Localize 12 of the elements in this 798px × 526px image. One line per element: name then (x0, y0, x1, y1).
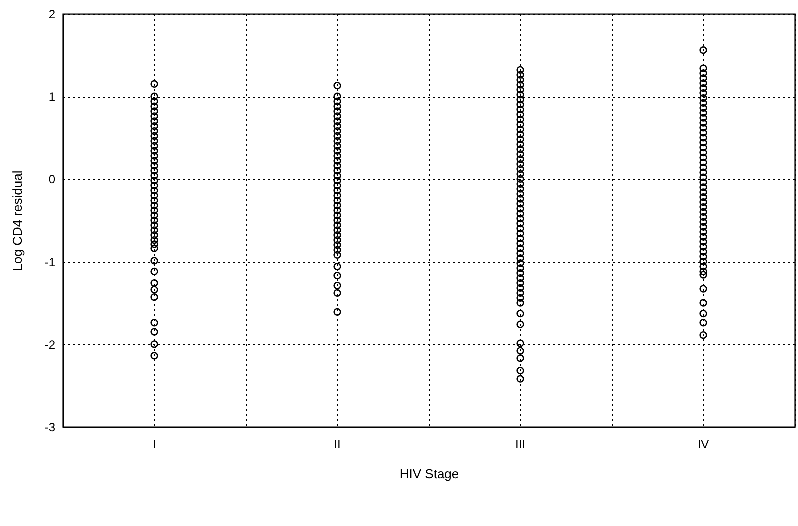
x-tick-label: I (152, 438, 156, 452)
x-axis-title: HIV Stage (400, 466, 460, 482)
y-tick-label: 0 (48, 172, 56, 187)
x-tick-label: IV (698, 438, 710, 452)
y-tick-label: -2 (44, 338, 56, 352)
y-tick-label: 1 (48, 90, 56, 104)
x-tick-label: II (334, 438, 341, 452)
y-tick-label: 2 (48, 8, 56, 22)
y-axis-title: Log CD4 residual (10, 170, 25, 272)
y-tick-label: -3 (44, 420, 56, 434)
y-tick-label: -1 (44, 255, 56, 270)
x-tick-label: III (515, 438, 526, 452)
